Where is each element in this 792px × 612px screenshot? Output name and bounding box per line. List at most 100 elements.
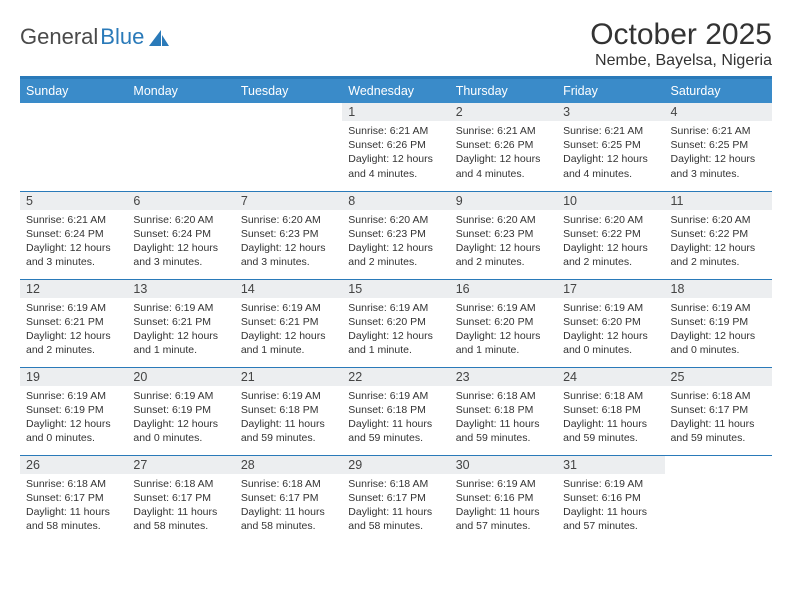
day-details: Sunrise: 6:21 AMSunset: 6:24 PMDaylight:… [20, 210, 127, 274]
day-number: 15 [342, 280, 449, 298]
calendar-cell: 7Sunrise: 6:20 AMSunset: 6:23 PMDaylight… [235, 191, 342, 279]
month-title: October 2025 [590, 18, 772, 52]
calendar-week: 12Sunrise: 6:19 AMSunset: 6:21 PMDayligh… [20, 279, 772, 367]
calendar-week: 19Sunrise: 6:19 AMSunset: 6:19 PMDayligh… [20, 367, 772, 455]
day-details: Sunrise: 6:19 AMSunset: 6:21 PMDaylight:… [20, 298, 127, 362]
day-number: 18 [665, 280, 772, 298]
day-number: 26 [20, 456, 127, 474]
day-number: 19 [20, 368, 127, 386]
calendar-cell: 31Sunrise: 6:19 AMSunset: 6:16 PMDayligh… [557, 455, 664, 543]
calendar-cell: 5Sunrise: 6:21 AMSunset: 6:24 PMDaylight… [20, 191, 127, 279]
calendar-cell [665, 455, 772, 543]
calendar-cell: 15Sunrise: 6:19 AMSunset: 6:20 PMDayligh… [342, 279, 449, 367]
day-number: 21 [235, 368, 342, 386]
day-details: Sunrise: 6:19 AMSunset: 6:19 PMDaylight:… [665, 298, 772, 362]
day-details: Sunrise: 6:21 AMSunset: 6:25 PMDaylight:… [665, 121, 772, 185]
calendar-week: 26Sunrise: 6:18 AMSunset: 6:17 PMDayligh… [20, 455, 772, 543]
day-details: Sunrise: 6:20 AMSunset: 6:22 PMDaylight:… [665, 210, 772, 274]
calendar-cell: 13Sunrise: 6:19 AMSunset: 6:21 PMDayligh… [127, 279, 234, 367]
day-number: 11 [665, 192, 772, 210]
day-number [235, 103, 342, 121]
dow-header: Wednesday [342, 79, 449, 103]
day-details: Sunrise: 6:20 AMSunset: 6:23 PMDaylight:… [450, 210, 557, 274]
day-number: 9 [450, 192, 557, 210]
dow-header: Monday [127, 79, 234, 103]
day-number: 27 [127, 456, 234, 474]
calendar-body: 1Sunrise: 6:21 AMSunset: 6:26 PMDaylight… [20, 103, 772, 543]
day-details: Sunrise: 6:19 AMSunset: 6:21 PMDaylight:… [235, 298, 342, 362]
day-details: Sunrise: 6:18 AMSunset: 6:17 PMDaylight:… [20, 474, 127, 538]
brand-logo: GeneralBlue [20, 18, 170, 50]
brand-part1: General [20, 24, 98, 50]
dow-header: Sunday [20, 79, 127, 103]
day-number: 31 [557, 456, 664, 474]
calendar-cell: 2Sunrise: 6:21 AMSunset: 6:26 PMDaylight… [450, 103, 557, 191]
calendar-cell: 6Sunrise: 6:20 AMSunset: 6:24 PMDaylight… [127, 191, 234, 279]
calendar-cell: 16Sunrise: 6:19 AMSunset: 6:20 PMDayligh… [450, 279, 557, 367]
day-number: 30 [450, 456, 557, 474]
day-number: 6 [127, 192, 234, 210]
day-number [665, 456, 772, 474]
day-number [127, 103, 234, 121]
day-number: 12 [20, 280, 127, 298]
dow-header: Saturday [665, 79, 772, 103]
calendar-week: 1Sunrise: 6:21 AMSunset: 6:26 PMDaylight… [20, 103, 772, 191]
day-details: Sunrise: 6:20 AMSunset: 6:23 PMDaylight:… [235, 210, 342, 274]
location-text: Nembe, Bayelsa, Nigeria [590, 52, 772, 70]
day-details: Sunrise: 6:21 AMSunset: 6:26 PMDaylight:… [342, 121, 449, 185]
day-details: Sunrise: 6:19 AMSunset: 6:19 PMDaylight:… [20, 386, 127, 450]
day-details: Sunrise: 6:18 AMSunset: 6:18 PMDaylight:… [557, 386, 664, 450]
day-number: 8 [342, 192, 449, 210]
calendar-cell: 10Sunrise: 6:20 AMSunset: 6:22 PMDayligh… [557, 191, 664, 279]
day-details: Sunrise: 6:19 AMSunset: 6:18 PMDaylight:… [342, 386, 449, 450]
calendar-cell: 25Sunrise: 6:18 AMSunset: 6:17 PMDayligh… [665, 367, 772, 455]
day-number: 17 [557, 280, 664, 298]
brand-part2: Blue [100, 24, 144, 50]
day-details: Sunrise: 6:20 AMSunset: 6:23 PMDaylight:… [342, 210, 449, 274]
day-details: Sunrise: 6:18 AMSunset: 6:17 PMDaylight:… [342, 474, 449, 538]
dow-header: Thursday [450, 79, 557, 103]
day-details: Sunrise: 6:20 AMSunset: 6:24 PMDaylight:… [127, 210, 234, 274]
calendar-cell: 24Sunrise: 6:18 AMSunset: 6:18 PMDayligh… [557, 367, 664, 455]
calendar-cell: 29Sunrise: 6:18 AMSunset: 6:17 PMDayligh… [342, 455, 449, 543]
calendar-cell: 23Sunrise: 6:18 AMSunset: 6:18 PMDayligh… [450, 367, 557, 455]
calendar-cell: 4Sunrise: 6:21 AMSunset: 6:25 PMDaylight… [665, 103, 772, 191]
calendar-cell: 20Sunrise: 6:19 AMSunset: 6:19 PMDayligh… [127, 367, 234, 455]
calendar-cell [235, 103, 342, 191]
day-details: Sunrise: 6:19 AMSunset: 6:19 PMDaylight:… [127, 386, 234, 450]
calendar-cell: 30Sunrise: 6:19 AMSunset: 6:16 PMDayligh… [450, 455, 557, 543]
day-details: Sunrise: 6:18 AMSunset: 6:17 PMDaylight:… [127, 474, 234, 538]
sail-icon [148, 29, 170, 47]
day-details: Sunrise: 6:18 AMSunset: 6:17 PMDaylight:… [665, 386, 772, 450]
day-number: 14 [235, 280, 342, 298]
day-number: 22 [342, 368, 449, 386]
calendar-cell: 1Sunrise: 6:21 AMSunset: 6:26 PMDaylight… [342, 103, 449, 191]
day-details: Sunrise: 6:19 AMSunset: 6:21 PMDaylight:… [127, 298, 234, 362]
day-details: Sunrise: 6:19 AMSunset: 6:20 PMDaylight:… [450, 298, 557, 362]
header: GeneralBlue October 2025 Nembe, Bayelsa,… [20, 18, 772, 70]
day-number: 2 [450, 103, 557, 121]
dow-header: Friday [557, 79, 664, 103]
calendar-cell: 19Sunrise: 6:19 AMSunset: 6:19 PMDayligh… [20, 367, 127, 455]
day-number: 28 [235, 456, 342, 474]
calendar-cell: 9Sunrise: 6:20 AMSunset: 6:23 PMDaylight… [450, 191, 557, 279]
calendar-cell: 22Sunrise: 6:19 AMSunset: 6:18 PMDayligh… [342, 367, 449, 455]
day-number: 23 [450, 368, 557, 386]
calendar-cell: 18Sunrise: 6:19 AMSunset: 6:19 PMDayligh… [665, 279, 772, 367]
day-number [20, 103, 127, 121]
calendar-cell: 21Sunrise: 6:19 AMSunset: 6:18 PMDayligh… [235, 367, 342, 455]
day-number: 1 [342, 103, 449, 121]
day-details: Sunrise: 6:19 AMSunset: 6:16 PMDaylight:… [557, 474, 664, 538]
day-details: Sunrise: 6:21 AMSunset: 6:25 PMDaylight:… [557, 121, 664, 185]
calendar-table: SundayMondayTuesdayWednesdayThursdayFrid… [20, 79, 772, 543]
dow-header: Tuesday [235, 79, 342, 103]
calendar-cell: 26Sunrise: 6:18 AMSunset: 6:17 PMDayligh… [20, 455, 127, 543]
day-details: Sunrise: 6:21 AMSunset: 6:26 PMDaylight:… [450, 121, 557, 185]
title-block: October 2025 Nembe, Bayelsa, Nigeria [590, 18, 772, 70]
calendar-cell: 17Sunrise: 6:19 AMSunset: 6:20 PMDayligh… [557, 279, 664, 367]
day-number: 24 [557, 368, 664, 386]
calendar-cell: 12Sunrise: 6:19 AMSunset: 6:21 PMDayligh… [20, 279, 127, 367]
day-details: Sunrise: 6:19 AMSunset: 6:20 PMDaylight:… [342, 298, 449, 362]
day-number: 16 [450, 280, 557, 298]
day-number: 25 [665, 368, 772, 386]
